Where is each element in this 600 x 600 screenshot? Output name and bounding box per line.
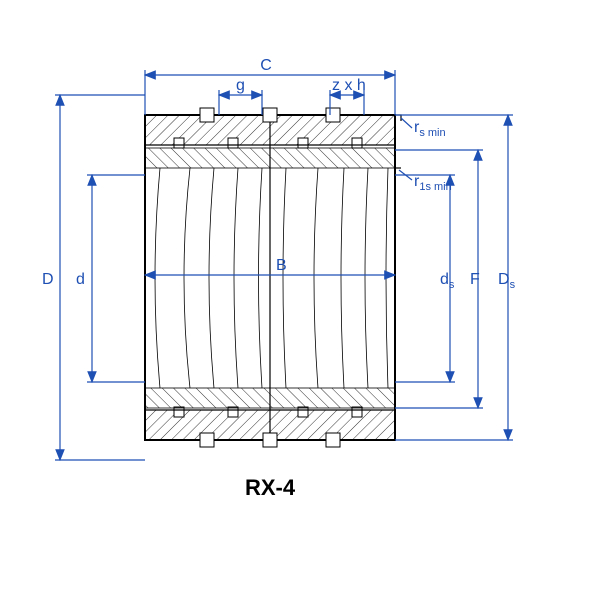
dim-C-label: C (260, 57, 272, 74)
dim-F-label: F (470, 271, 480, 288)
dim-g-label: g (236, 77, 245, 94)
bearing-cross-section-diagram: D d B C g z x h ds F (0, 0, 600, 600)
dim-Ds-label: D (498, 271, 510, 288)
bearing-body (145, 108, 401, 447)
dim-ds-label: d (440, 271, 449, 288)
svg-text:r1s min: r1s min (414, 173, 452, 193)
dim-B-label: B (276, 257, 287, 274)
dim-d-label: d (76, 271, 85, 288)
dim-zxh-label: z x h (332, 77, 366, 94)
roller-columns (155, 168, 388, 388)
svg-text:ds: ds (440, 271, 455, 291)
svg-text:Ds: Ds (498, 271, 516, 291)
svg-text:rs min: rs min (414, 119, 446, 139)
dim-D-label: D (42, 271, 54, 288)
model-designation: RX-4 (245, 475, 296, 500)
